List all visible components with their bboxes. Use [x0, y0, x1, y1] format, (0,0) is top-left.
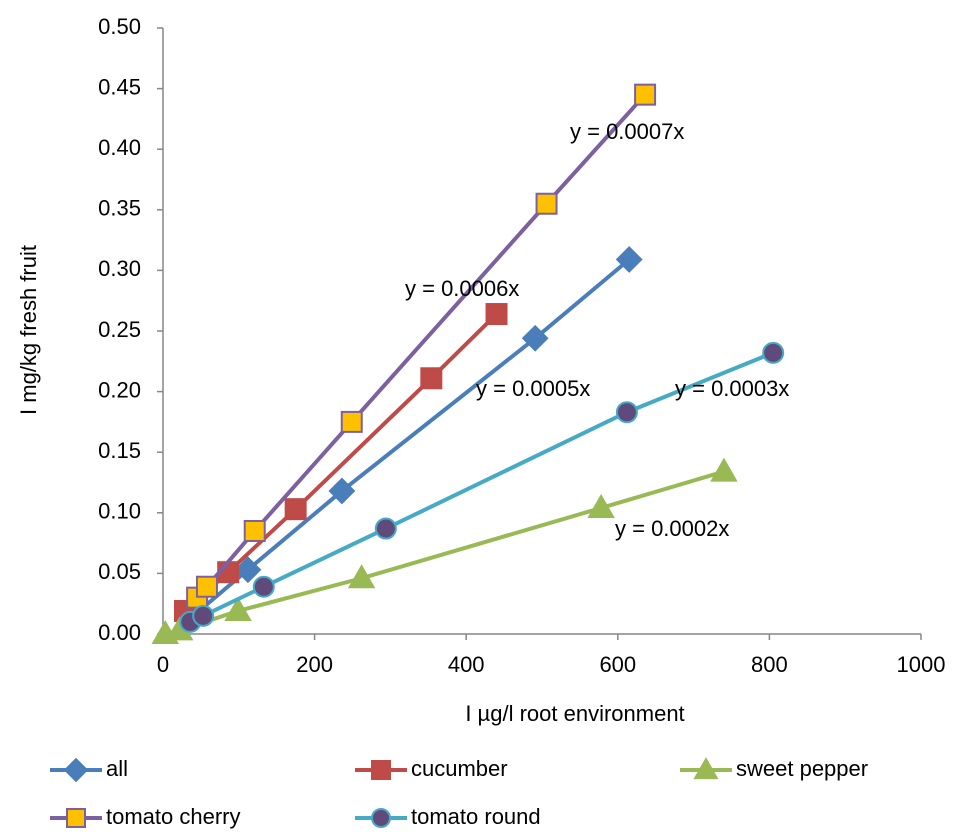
- point: [615, 401, 638, 424]
- point: [420, 367, 443, 390]
- y-tick-label: 0.35: [98, 196, 141, 221]
- trendline-equation: y = 0.0005x: [476, 376, 590, 401]
- point: [634, 83, 657, 106]
- point: [340, 410, 363, 433]
- point: [535, 192, 558, 215]
- legend-label: sweet pepper: [736, 756, 868, 781]
- x-tick-label: 0: [157, 652, 169, 677]
- x-axis-label: I µg/l root environment: [465, 701, 684, 726]
- y-tick-label: 0.10: [98, 499, 141, 524]
- point: [192, 604, 215, 627]
- y-tick-label: 0.00: [98, 620, 141, 645]
- legend-marker: [693, 757, 719, 780]
- point: [762, 341, 785, 364]
- legend-label: tomato cherry: [106, 804, 241, 829]
- point: [252, 575, 275, 598]
- trendline-equation: y = 0.0003x: [675, 376, 789, 401]
- legend-marker: [66, 808, 86, 828]
- point: [374, 517, 397, 540]
- y-tick-label: 0.25: [98, 317, 141, 342]
- legend-label: all: [106, 756, 128, 781]
- legend-label: cucumber: [411, 756, 508, 781]
- y-tick-label: 0.05: [98, 559, 141, 584]
- trendline-equation: y = 0.0006x: [405, 276, 519, 301]
- point: [243, 519, 266, 542]
- legend-label: tomato round: [411, 804, 541, 829]
- legend-marker: [371, 808, 391, 828]
- y-tick-label: 0.30: [98, 256, 141, 281]
- legend-marker: [371, 760, 391, 780]
- point: [521, 324, 549, 352]
- x-tick-label: 200: [296, 652, 333, 677]
- point: [587, 493, 615, 518]
- point: [234, 556, 262, 584]
- point: [195, 575, 218, 598]
- y-axis-label: I mg/kg fresh fruit: [16, 245, 41, 415]
- x-tick-label: 400: [448, 652, 485, 677]
- point: [284, 498, 307, 521]
- x-tick-label: 1000: [897, 652, 946, 677]
- x-tick-label: 800: [751, 652, 788, 677]
- legend-marker: [63, 757, 89, 783]
- point: [328, 477, 356, 505]
- y-tick-label: 0.20: [98, 377, 141, 402]
- point: [224, 596, 252, 621]
- y-tick-label: 0.45: [98, 74, 141, 99]
- trendline-equation: y = 0.0002x: [615, 516, 729, 541]
- y-tick-label: 0.15: [98, 438, 141, 463]
- point: [710, 457, 738, 482]
- point: [485, 303, 508, 326]
- y-tick-label: 0.50: [98, 14, 141, 39]
- y-tick-label: 0.40: [98, 135, 141, 160]
- point: [615, 246, 643, 273]
- point: [347, 564, 376, 589]
- x-tick-label: 600: [599, 652, 636, 677]
- trendline-equation: y = 0.0007x: [570, 119, 684, 144]
